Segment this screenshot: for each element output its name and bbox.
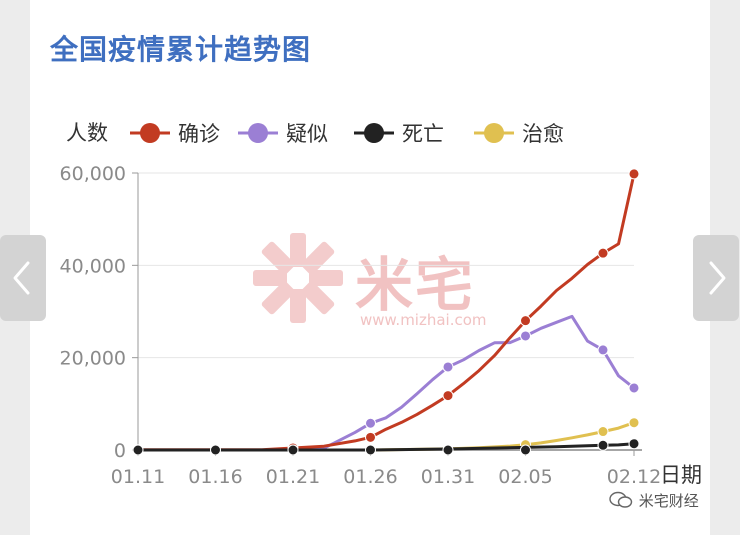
x-tick-label: 01.21 bbox=[266, 466, 320, 488]
legend-label: 治愈 bbox=[522, 122, 564, 146]
watermark-logo-icon bbox=[248, 228, 348, 332]
data-point bbox=[597, 344, 609, 356]
legend-label: 疑似 bbox=[286, 122, 328, 146]
legend-swatch-dot bbox=[484, 123, 504, 143]
y-tick-label: 20,000 bbox=[60, 348, 126, 370]
x-tick-label: 01.11 bbox=[111, 466, 165, 488]
data-point bbox=[365, 431, 376, 443]
data-point bbox=[597, 247, 609, 259]
watermark-brand: 米宅 bbox=[355, 251, 476, 319]
legend: 确诊 疑似 死亡 治愈 bbox=[130, 122, 564, 146]
legend-swatch-dot bbox=[248, 123, 268, 143]
data-point bbox=[520, 330, 531, 342]
data-point bbox=[520, 315, 531, 327]
data-point bbox=[442, 444, 454, 456]
data-point bbox=[210, 444, 221, 456]
legend-swatch-dot bbox=[140, 123, 160, 143]
prev-button[interactable] bbox=[0, 235, 46, 321]
source-badge-label: 米宅财经 bbox=[638, 492, 699, 510]
x-tick-label: 02.12 bbox=[607, 466, 661, 488]
y-axis-title: 人数 bbox=[66, 121, 108, 145]
next-button[interactable] bbox=[693, 235, 739, 321]
data-point bbox=[132, 444, 144, 456]
data-point bbox=[365, 417, 376, 429]
data-point bbox=[287, 444, 299, 456]
series-line-0 bbox=[136, 172, 636, 452]
data-point bbox=[597, 439, 609, 451]
x-tick-label: 01.31 bbox=[421, 466, 475, 488]
x-axis-title: 日期 bbox=[660, 463, 702, 487]
legend-label: 确诊 bbox=[178, 122, 220, 146]
watermark-url: www.mizhai.com bbox=[360, 311, 487, 329]
x-tick-label: 01.26 bbox=[343, 466, 397, 488]
legend-swatch-dot bbox=[364, 123, 384, 143]
x-tick-label: 01.16 bbox=[188, 466, 242, 488]
data-point bbox=[442, 361, 454, 373]
data-point bbox=[597, 426, 609, 438]
data-point bbox=[628, 168, 640, 180]
series-layer bbox=[132, 168, 640, 456]
chevron-right-icon bbox=[709, 261, 726, 295]
y-tick-label: 0 bbox=[114, 440, 126, 462]
y-tick-label: 40,000 bbox=[60, 255, 126, 277]
data-point bbox=[365, 444, 376, 456]
grid-lines bbox=[138, 172, 634, 359]
x-tick-label: 02.05 bbox=[498, 466, 552, 488]
axes: 0 20,000 40,000 60,000 01.11 01.16 01.21 01.26 0… bbox=[60, 121, 702, 488]
data-point bbox=[442, 390, 454, 402]
source-badge: 米宅财经 bbox=[608, 490, 699, 511]
data-point bbox=[628, 417, 640, 429]
y-tick-label: 60,000 bbox=[60, 163, 126, 185]
data-point bbox=[520, 444, 531, 456]
data-point bbox=[628, 438, 640, 450]
chevron-left-icon bbox=[13, 261, 30, 295]
chat-bubble-icon bbox=[609, 491, 633, 508]
legend-label: 死亡 bbox=[402, 122, 444, 146]
series-line-1 bbox=[136, 314, 636, 452]
series-line-2 bbox=[136, 442, 636, 452]
data-point bbox=[628, 382, 640, 394]
page-title: 全国疫情累计趋势图 bbox=[50, 33, 312, 66]
